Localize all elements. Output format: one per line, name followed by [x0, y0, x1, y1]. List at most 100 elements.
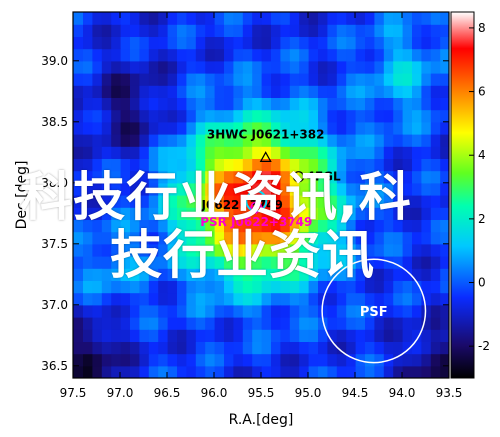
heatmap-cell	[308, 268, 318, 281]
heatmap-cell	[223, 365, 234, 378]
heatmap-cell	[345, 195, 356, 208]
heatmap-cell	[232, 317, 243, 330]
heatmap-cell	[214, 109, 224, 123]
heatmap-cell	[120, 146, 130, 159]
heatmap-cell	[138, 195, 149, 208]
heatmap-cell	[195, 109, 206, 123]
heatmap-cell	[157, 24, 168, 37]
heatmap-cell	[157, 170, 168, 184]
heatmap-cell	[317, 268, 328, 281]
heatmap-cell	[91, 73, 102, 86]
heatmap-cell	[232, 292, 243, 306]
heatmap-cell	[242, 304, 253, 318]
heatmap-cell	[129, 85, 140, 98]
heatmap-cell	[129, 256, 140, 269]
heatmap-cell	[129, 97, 140, 111]
heatmap-cell	[392, 36, 403, 50]
heatmap-cell	[214, 268, 224, 281]
heatmap-cell	[270, 73, 281, 86]
heatmap-cell	[120, 365, 130, 378]
heatmap-cell	[261, 341, 271, 355]
heatmap-cell	[355, 48, 365, 62]
heatmap-cell	[138, 317, 149, 330]
heatmap-cell	[336, 121, 347, 135]
heatmap-cell	[326, 48, 337, 62]
heatmap-cell	[355, 158, 365, 172]
heatmap-cell	[336, 292, 347, 306]
heatmap-cell	[289, 121, 300, 135]
heatmap-cell	[383, 170, 394, 184]
heatmap-cell	[223, 304, 234, 318]
x-tick-label: 97.5	[60, 386, 87, 400]
heatmap-cell	[110, 329, 121, 342]
heatmap-cell	[439, 48, 449, 62]
heatmap-cell	[120, 170, 130, 184]
heatmap-cell	[364, 341, 375, 355]
heatmap-cell	[242, 256, 253, 269]
heatmap-cell	[336, 158, 347, 172]
heatmap-cell	[176, 158, 187, 172]
heatmap-cell	[355, 243, 365, 257]
heatmap-cell	[167, 182, 177, 196]
heatmap-cell	[223, 280, 234, 294]
heatmap-cell	[355, 195, 365, 208]
heatmap-cell	[82, 60, 93, 74]
heatmap-cell	[402, 109, 412, 123]
heatmap-cell	[355, 24, 365, 37]
heatmap-cell	[392, 109, 403, 123]
heatmap-cell	[73, 195, 83, 208]
heatmap-cell	[91, 353, 102, 367]
heatmap-cell	[214, 207, 224, 220]
heatmap-cell	[129, 109, 140, 123]
heatmap-cell	[383, 243, 394, 257]
heatmap-cell	[355, 292, 365, 306]
heatmap-cell	[101, 219, 112, 233]
heatmap-cell	[383, 109, 394, 123]
heatmap-cell	[91, 170, 102, 184]
heatmap-cell	[420, 292, 431, 306]
heatmap-cell	[364, 134, 375, 147]
heatmap-cell	[279, 317, 290, 330]
heatmap-cell	[355, 219, 365, 233]
heatmap-cell	[157, 134, 168, 147]
heatmap-cell	[185, 268, 196, 281]
heatmap-cell	[364, 170, 375, 184]
heatmap-cell	[298, 329, 309, 342]
heatmap-cell	[251, 219, 262, 233]
heatmap-cell	[402, 292, 412, 306]
heatmap-cell	[157, 85, 168, 98]
heatmap-cell	[185, 231, 196, 245]
heatmap-cell	[120, 243, 130, 257]
heatmap-cell	[148, 292, 159, 306]
heatmap-cell	[317, 353, 328, 367]
heatmap-cell	[110, 24, 121, 37]
heatmap-cell	[326, 36, 337, 50]
colorbar-tick-label: 6	[478, 85, 486, 99]
heatmap-cell	[402, 48, 412, 62]
heatmap-cell	[120, 48, 130, 62]
heatmap-cell	[420, 134, 431, 147]
heatmap-cell	[279, 256, 290, 269]
heatmap-cell	[185, 73, 196, 86]
heatmap-cell	[73, 12, 83, 25]
heatmap-cell	[326, 85, 337, 98]
heatmap-cell	[392, 158, 403, 172]
heatmap-cell	[232, 243, 243, 257]
heatmap-cell	[251, 48, 262, 62]
heatmap-cell	[364, 243, 375, 257]
heatmap-cell	[270, 85, 281, 98]
heatmap-cell	[289, 48, 300, 62]
heatmap-cell	[298, 158, 309, 172]
heatmap-cell	[402, 195, 412, 208]
heatmap-cell	[167, 12, 177, 25]
heatmap-cell	[326, 231, 337, 245]
heatmap-cell	[185, 195, 196, 208]
heatmap-cell	[326, 268, 337, 281]
source-triangle-marker	[259, 151, 272, 162]
heatmap-cell	[214, 73, 224, 86]
heatmap-cell	[279, 73, 290, 86]
heatmap-cell	[251, 268, 262, 281]
heatmap-cell	[232, 256, 243, 269]
heatmap-cell	[120, 85, 130, 98]
heatmap-cell	[204, 73, 215, 86]
